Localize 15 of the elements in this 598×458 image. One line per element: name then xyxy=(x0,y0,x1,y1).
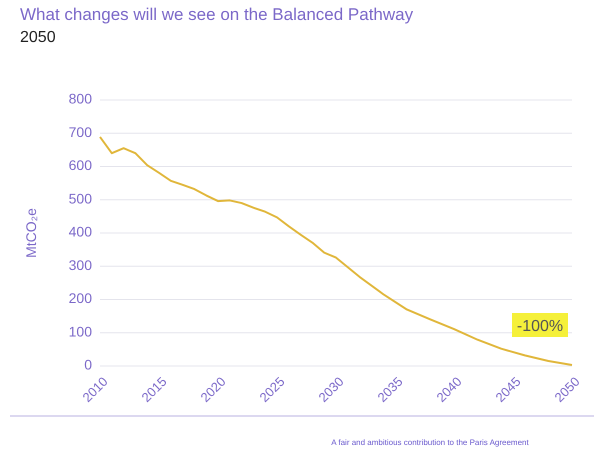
text: A fair and ambitious contribution to the Paris Agreement xyxy=(331,438,530,447)
annotation: -100% xyxy=(516,318,564,336)
y-tick-label: 0 xyxy=(84,356,92,373)
y-axis-title: MtCO₂e xyxy=(23,208,39,258)
chart-subtitle: 2050 xyxy=(20,29,56,46)
y-tick-label: 700 xyxy=(68,124,92,140)
line-series xyxy=(99,136,573,366)
y-tick-label: 800 xyxy=(68,90,92,107)
y-tick-label: 500 xyxy=(68,190,92,206)
y-tick-label: 400 xyxy=(68,224,92,240)
chart-title: What changes will we see on the Balanced Pathway xyxy=(20,5,414,24)
y-tick-label: 100 xyxy=(68,323,92,340)
y-tick-label: 200 xyxy=(68,290,92,306)
y-tick-label: 300 xyxy=(68,256,92,273)
y-tick-label: 600 xyxy=(68,157,92,174)
